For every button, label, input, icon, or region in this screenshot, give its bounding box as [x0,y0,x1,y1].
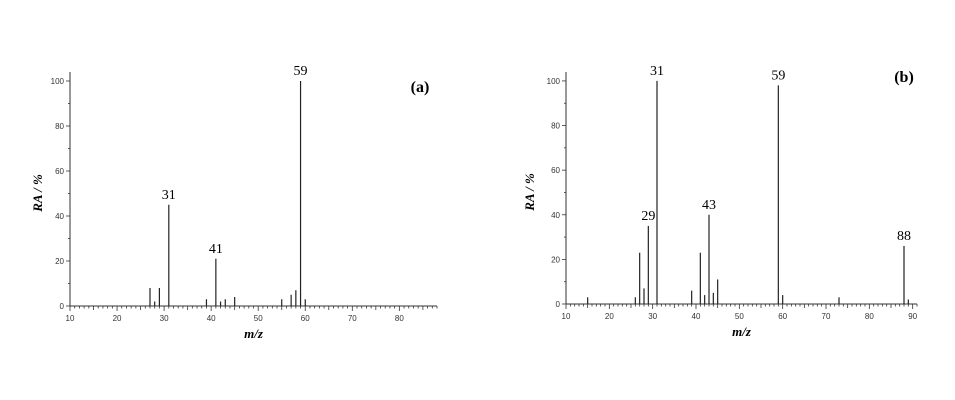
y-tick-label: 20 [55,257,64,266]
x-tick-label: 80 [865,312,874,321]
peak-label: 43 [702,198,716,213]
x-tick-label: 50 [735,312,744,321]
y-tick-label: 0 [556,300,561,309]
x-tick-label: 70 [822,312,831,321]
x-tick-label: 30 [648,312,657,321]
y-tick-label: 0 [60,302,65,311]
y-tick-label: 80 [551,122,560,131]
x-tick-label: 60 [778,312,787,321]
y-tick-label: 100 [547,77,561,86]
panel-label: (b) [894,69,914,86]
peak-label: 31 [650,64,664,79]
y-tick-label: 20 [551,255,560,264]
y-tick-label: 60 [551,166,560,175]
panel-label: (a) [411,79,430,96]
x-tick-label: 30 [160,314,169,323]
x-tick-label: 50 [254,314,263,323]
y-tick-label: 40 [55,212,64,221]
x-tick-label: 20 [113,314,122,323]
x-axis-title: m/z [244,326,264,341]
x-tick-label: 80 [395,314,404,323]
peak-label: 88 [897,229,911,244]
peak-label: 41 [209,242,223,257]
x-tick-label: 10 [562,312,571,321]
y-axis-title: RA / % [522,173,537,212]
peak-label: 59 [294,64,308,79]
x-tick-label: 60 [301,314,310,323]
y-tick-label: 60 [55,167,64,176]
x-tick-label: 90 [908,312,917,321]
peak-label: 59 [771,68,785,83]
x-tick-label: 10 [66,314,75,323]
x-axis-title: m/z [732,324,752,339]
spectrum-panel-b: 10 20 30 40 50 60 70 80 90 0 20 40 60 80 100 29 31 43 59 88… [522,64,918,339]
x-tick-label: 40 [692,312,701,321]
x-tick-label: 20 [605,312,614,321]
y-tick-label: 100 [51,77,65,86]
spectrum-panel-a: 10 20 30 40 50 60 70 80 0 20 40 60 80 100 31 41 59 (a) m/z… [30,64,438,341]
peak-label: 31 [162,188,176,203]
y-tick-label: 40 [551,211,560,220]
y-axis-title: RA / % [30,174,45,213]
x-tick-label: 70 [348,314,357,323]
y-tick-label: 80 [55,122,64,131]
x-tick-label: 40 [207,314,216,323]
peak-label: 29 [641,209,655,224]
